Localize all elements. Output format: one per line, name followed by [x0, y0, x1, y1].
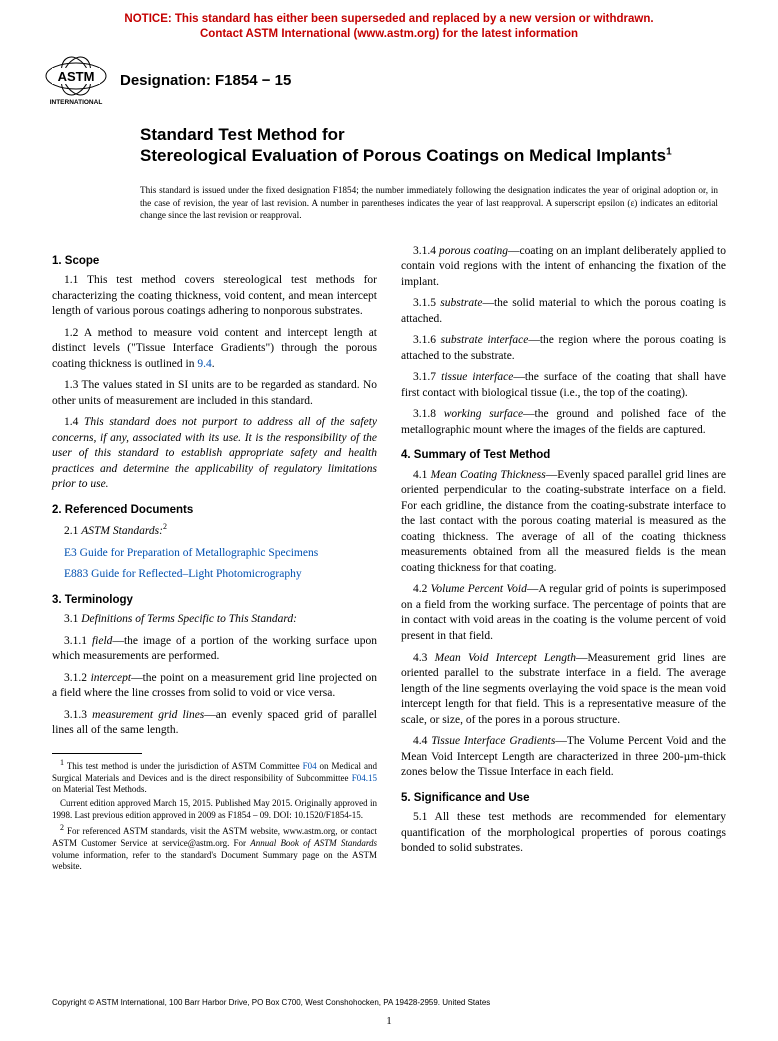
- footnote-rule: [52, 753, 142, 754]
- scope-head: 1. Scope: [52, 254, 377, 270]
- p3-1-2: 3.1.2 intercept—the point on a measureme…: [52, 671, 377, 702]
- designation: Designation: F1854 − 15: [120, 70, 291, 89]
- ref-e3[interactable]: E3 Guide for Preparation of Metallograph…: [52, 546, 377, 562]
- footnote-2: 2 For referenced ASTM standards, visit t…: [52, 823, 377, 873]
- copyright: Copyright © ASTM International, 100 Barr…: [52, 998, 490, 1007]
- page-number: 1: [0, 1015, 778, 1027]
- body-columns: 1. Scope 1.1 This test method covers ste…: [0, 222, 778, 875]
- p3-1-4: 3.1.4 porous coating—coating on an impla…: [401, 244, 726, 291]
- astm-logo: ASTM INTERNATIONAL: [44, 54, 108, 106]
- link-f0415[interactable]: F04.15: [352, 773, 377, 783]
- p3-1-3: 3.1.3 measurement grid lines—an evenly s…: [52, 708, 377, 739]
- p3-1-7: 3.1.7 tissue interface—the surface of th…: [401, 370, 726, 401]
- notice-line1: NOTICE: This standard has either been su…: [124, 13, 653, 25]
- p3-1-1: 3.1.1 field—the image of a portion of th…: [52, 634, 377, 665]
- issue-note: This standard is issued under the fixed …: [0, 174, 778, 221]
- p4-3: 4.3 Mean Void Intercept Length—Measureme…: [401, 651, 726, 729]
- footnote-1: 1 This test method is under the jurisdic…: [52, 758, 377, 796]
- p1-2: 1.2 A method to measure void content and…: [52, 326, 377, 373]
- summary-head: 4. Summary of Test Method: [401, 448, 726, 464]
- title-line1: Standard Test Method for: [140, 124, 718, 145]
- p2-1: 2.1 ASTM Standards:2: [52, 522, 377, 539]
- p3-1-6: 3.1.6 substrate interface—the region whe…: [401, 333, 726, 364]
- p1-3: 1.3 The values stated in SI units are to…: [52, 378, 377, 409]
- footnote-1b: Current edition approved March 15, 2015.…: [52, 798, 377, 821]
- p4-1: 4.1 Mean Coating Thickness—Evenly spaced…: [401, 468, 726, 577]
- p3-1: 3.1 Definitions of Terms Specific to Thi…: [52, 612, 377, 628]
- p1-1: 1.1 This test method covers stereologica…: [52, 273, 377, 320]
- sig-head: 5. Significance and Use: [401, 791, 726, 807]
- title-block: Standard Test Method for Stereological E…: [0, 106, 778, 175]
- p1-4: 1.4 This standard does not purport to ad…: [52, 415, 377, 493]
- notice-banner: NOTICE: This standard has either been su…: [0, 0, 778, 48]
- right-column: 3.1.4 porous coating—coating on an impla…: [401, 244, 726, 875]
- p4-2: 4.2 Volume Percent Void—A regular grid o…: [401, 582, 726, 644]
- link-f04[interactable]: F04: [303, 761, 317, 771]
- title-line2-text: Stereological Evaluation of Porous Coati…: [140, 146, 666, 165]
- p3-1-5: 3.1.5 substrate—the solid material to wh…: [401, 296, 726, 327]
- header-row: ASTM INTERNATIONAL Designation: F1854 − …: [0, 48, 778, 106]
- title-line2: Stereological Evaluation of Porous Coati…: [140, 145, 718, 166]
- ref-e883[interactable]: E883 Guide for Reflected–Light Photomicr…: [52, 567, 377, 583]
- notice-line2: Contact ASTM International (www.astm.org…: [200, 28, 578, 40]
- left-column: 1. Scope 1.1 This test method covers ste…: [52, 244, 377, 875]
- title-sup: 1: [666, 146, 672, 157]
- term-head: 3. Terminology: [52, 593, 377, 609]
- link-94[interactable]: 9.4: [197, 358, 211, 370]
- p3-1-8: 3.1.8 working surface—the ground and pol…: [401, 407, 726, 438]
- ref-head: 2. Referenced Documents: [52, 503, 377, 519]
- svg-text:ASTM: ASTM: [58, 69, 95, 84]
- svg-text:INTERNATIONAL: INTERNATIONAL: [50, 99, 103, 106]
- p4-4: 4.4 Tissue Interface Gradients—The Volum…: [401, 734, 726, 781]
- p5-1: 5.1 All these test methods are recommend…: [401, 810, 726, 857]
